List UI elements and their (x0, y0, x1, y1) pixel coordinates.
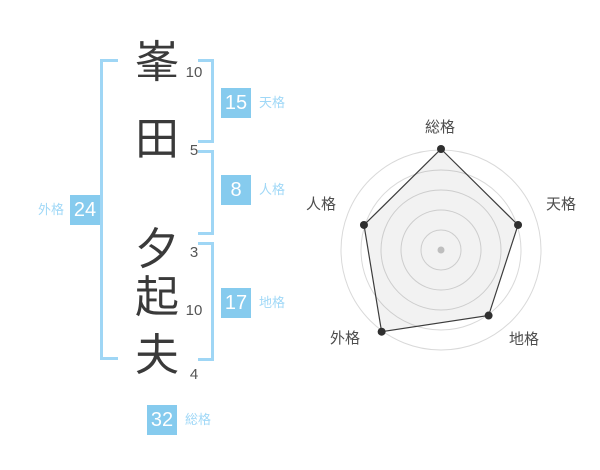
stroke-count-2: 5 (189, 142, 199, 159)
chikaku-label: 地格 (259, 295, 286, 310)
tenkaku-value-box: 15 (221, 88, 251, 118)
stroke-count-1: 10 (185, 64, 203, 81)
kanji-char-4: 起 (135, 273, 179, 322)
jinkaku-value-box: 8 (221, 175, 251, 205)
jinkaku-bracket (198, 150, 214, 235)
tenkaku-bracket (198, 59, 214, 143)
radar-label-soukaku: 総格 (424, 119, 455, 136)
kanji-char-3: 夕 (135, 225, 179, 274)
kanji-char-2: 田 (135, 115, 179, 164)
kanji-char-1: 峯 (135, 38, 179, 87)
radar-label-jinkaku: 人格 (305, 196, 336, 213)
radar-label-gaikaku: 外格 (329, 330, 360, 347)
soukaku-value-box: 32 (147, 405, 177, 435)
kanji-char-5: 夫 (135, 331, 179, 380)
stroke-count-5: 4 (189, 366, 199, 383)
radar-chart (340, 145, 542, 351)
radar-label-tenkaku: 天格 (546, 196, 577, 213)
radar-chart-panel: 総格 天格 地格 外格 人格 (301, 110, 581, 390)
soukaku-label: 総格 (185, 412, 212, 427)
tenkaku-label: 天格 (259, 95, 286, 110)
jinkaku-label: 人格 (259, 182, 286, 197)
gaikaku-label: 外格 (38, 202, 65, 217)
stroke-count-4: 10 (185, 302, 203, 319)
stroke-count-3: 3 (189, 244, 199, 261)
radar-label-chikaku: 地格 (508, 331, 539, 348)
gaikaku-value-box: 24 (70, 195, 100, 225)
gaikaku-bracket (100, 59, 118, 360)
chikaku-value-box: 17 (221, 288, 251, 318)
chikaku-bracket (198, 242, 214, 361)
